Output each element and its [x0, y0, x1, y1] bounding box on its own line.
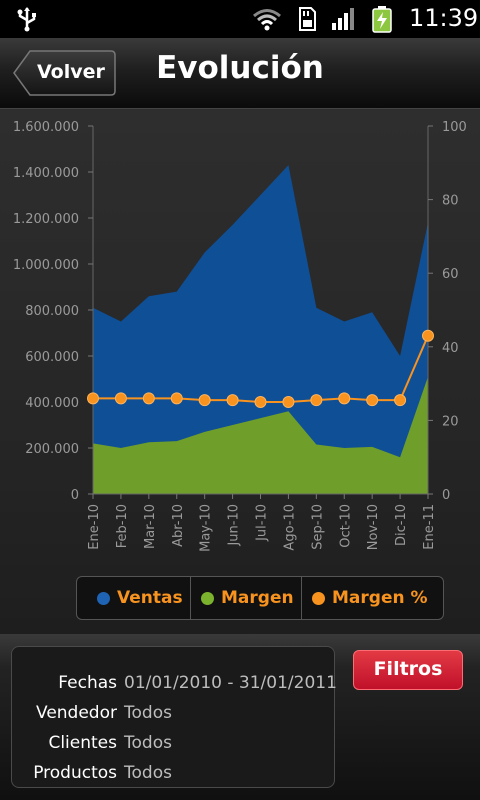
margen-pct-point: [394, 394, 407, 407]
margen-area: [93, 376, 428, 494]
filters-panel: Fechas 01/01/2010 - 31/01/2011 Vendedor …: [0, 634, 480, 800]
legend-item-margen-pct: Margen %: [312, 577, 428, 619]
margen-pct-point: [170, 392, 183, 405]
margen-pct-point: [142, 392, 155, 405]
filter-row-fechas: Fechas 01/01/2010 - 31/01/2011: [12, 673, 337, 701]
left-tick-label: 0: [71, 488, 79, 503]
ventas-area: [93, 165, 428, 494]
legend-divider: [301, 577, 302, 619]
evolution-chart: 0 200.000 400.000 600.000 800.000 1.000.000 1.…: [13, 120, 467, 552]
left-tick-label: 600.000: [25, 350, 79, 365]
legend-label-margen-pct: Margen %: [332, 588, 428, 608]
margen-pct-point: [282, 396, 295, 408]
x-tick-label: Ene-11: [422, 504, 437, 550]
margen-pct-point: [198, 394, 211, 407]
x-tick-label: Jun-10: [227, 504, 242, 547]
legend-item-margen: Margen: [201, 577, 294, 619]
x-tick-label: Feb-10: [115, 504, 130, 548]
x-tick-label: Ene-10: [87, 504, 102, 550]
x-tick-label: Ago-10: [282, 504, 297, 551]
x-tick-label: Dic-10: [394, 504, 409, 546]
left-tick-label: 1.600.000: [13, 120, 79, 135]
x-tick-label: Abr-10: [171, 504, 186, 547]
left-tick-label: 400.000: [25, 396, 79, 411]
usb-icon: [17, 7, 36, 32]
right-tick-label: 60: [442, 267, 459, 282]
filter-value: Todos: [124, 703, 172, 723]
margen-pct-point: [114, 392, 127, 405]
margen-pct-point: [310, 394, 323, 407]
x-tick-label: Nov-10: [366, 504, 381, 550]
legend-swatch-ventas: [97, 591, 110, 605]
battery-charging-icon: [372, 6, 392, 33]
left-tick-label: 1.400.000: [13, 166, 79, 181]
right-tick-label: 0: [442, 488, 450, 503]
legend-item-ventas: Ventas: [97, 577, 183, 619]
chart-panel: 0 200.000 400.000 600.000 800.000 1.000.000 1.…: [0, 109, 480, 634]
margen-pct-point: [254, 396, 267, 408]
filter-row-productos: Productos Todos: [12, 763, 334, 791]
x-tick-label: Jul-10: [255, 504, 270, 542]
title-bar: Evolución Volver: [0, 38, 480, 109]
sd-card-icon: [299, 7, 316, 31]
left-tick-label: 1.000.000: [13, 258, 79, 273]
status-time: 11:39: [409, 4, 479, 32]
back-button[interactable]: Volver: [13, 49, 117, 97]
status-bar: 11:39: [0, 0, 480, 38]
wifi-icon: [253, 9, 281, 31]
legend-swatch-margen: [201, 591, 214, 605]
signal-icon: [332, 8, 354, 30]
margen-pct-point: [366, 394, 379, 407]
x-tick-label: May-10: [199, 504, 214, 552]
x-tick-label: Oct-10: [338, 504, 353, 548]
margen-pct-point: [226, 394, 239, 407]
filter-value: 01/01/2010 - 31/01/2011: [124, 673, 337, 693]
filter-label: Vendedor: [36, 703, 117, 723]
right-tick-label: 20: [442, 414, 459, 429]
right-tick-label: 100: [442, 120, 467, 135]
page-title: Evolución: [156, 50, 324, 86]
left-tick-label: 200.000: [25, 442, 79, 457]
left-tick-label: 1.200.000: [13, 212, 79, 227]
legend-divider: [190, 577, 191, 619]
filter-value: Todos: [124, 763, 172, 783]
right-tick-label: 40: [442, 341, 459, 356]
legend-label-ventas: Ventas: [117, 588, 183, 608]
margen-pct-point: [338, 392, 351, 405]
back-button-label: Volver: [37, 61, 105, 83]
filter-row-clientes: Clientes Todos: [12, 733, 334, 761]
right-tick-label: 80: [442, 194, 459, 209]
filter-label: Productos: [33, 763, 117, 783]
filter-label: Fechas: [58, 673, 117, 693]
chart-legend: Ventas Margen Margen %: [76, 576, 444, 620]
filtros-button[interactable]: Filtros: [353, 650, 463, 690]
margen-pct-point: [87, 392, 99, 405]
filter-value: Todos: [124, 733, 172, 753]
margen-pct-point: [422, 329, 434, 342]
x-tick-label: Mar-10: [143, 504, 158, 549]
x-tick-label: Sep-10: [310, 504, 325, 550]
legend-label-margen: Margen: [221, 588, 294, 608]
filter-label: Clientes: [48, 733, 117, 753]
left-tick-label: 800.000: [25, 304, 79, 319]
filter-row-vendedor: Vendedor Todos: [12, 703, 334, 731]
filters-summary: Fechas 01/01/2010 - 31/01/2011 Vendedor …: [11, 646, 337, 791]
legend-swatch-margen-pct: [312, 591, 325, 605]
